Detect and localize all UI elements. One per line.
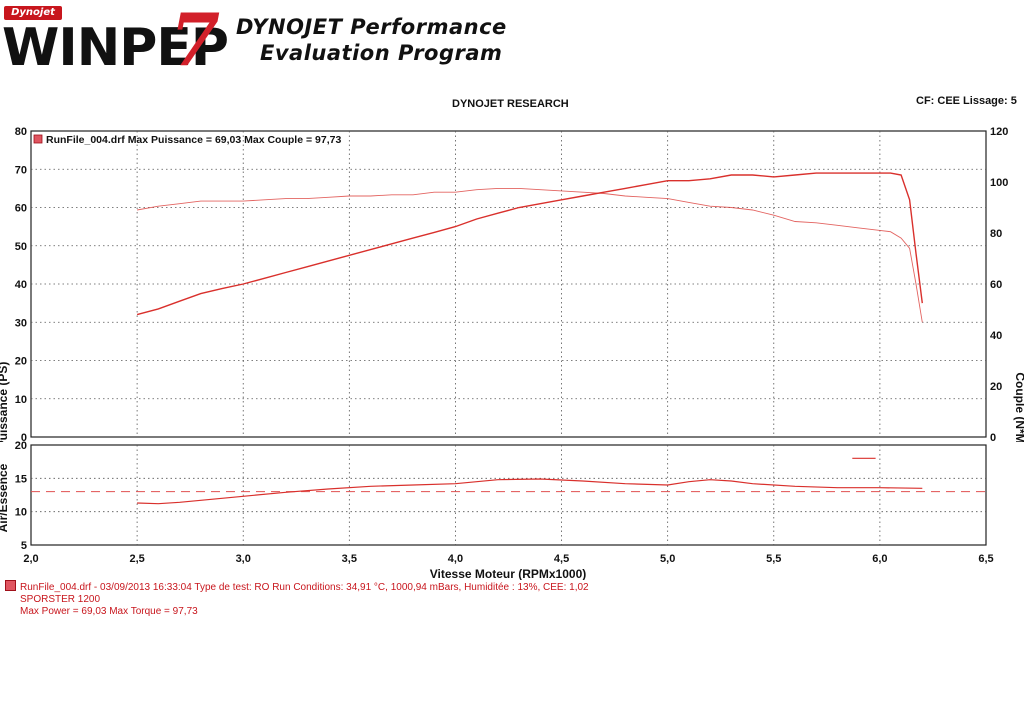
power-curve — [136, 172, 923, 316]
y2-tick-label: 40 — [990, 330, 1002, 342]
y2-tick-label: 0 — [990, 432, 996, 442]
y-tick-label: 20 — [15, 356, 27, 368]
run-info-line3: Max Power = 69,03 Max Torque = 97,73 — [20, 606, 198, 617]
af-y-tick-label: 15 — [15, 473, 27, 485]
logo-word: WINPEP — [2, 18, 229, 78]
y2-tick-label: 20 — [990, 381, 1002, 393]
title-line1: DYNOJET Performance — [236, 15, 507, 39]
x-tick-label: 4,5 — [554, 553, 569, 565]
y-axis-label: Puissance (PS) — [0, 362, 10, 442]
x-tick-label: 3,5 — [342, 553, 357, 565]
main-y-ticks: 0 10 20 30 40 50 60 70 80 — [15, 126, 27, 442]
main-grid — [31, 131, 986, 437]
x-tick-label: 6,5 — [978, 553, 993, 565]
main-y2-ticks: 0 20 40 60 80 100 120 — [990, 126, 1008, 442]
y-tick-label: 70 — [15, 164, 27, 176]
y2-axis-label: Couple (N*M) — [1013, 372, 1024, 442]
af-ratio-curve — [137, 478, 923, 505]
run-info-line1: RunFile_004.drf - 03/09/2013 16:33:04 Ty… — [20, 582, 589, 593]
logo-number: 7 — [170, 0, 221, 82]
af-y-tick-label: 10 — [15, 507, 27, 519]
x-tick-label: 5,5 — [766, 553, 781, 565]
x-tick-label: 5,0 — [660, 553, 675, 565]
program-title: DYNOJET Performance Evaluation Program — [236, 14, 507, 66]
x-tick-label: 3,0 — [236, 553, 251, 565]
x-tick-labels: 2,0 2,5 3,0 3,5 4,0 4,5 5,0 5,5 6,0 6,5 — [23, 553, 993, 565]
x-tick-label: 6,0 — [872, 553, 887, 565]
y-tick-label: 60 — [15, 203, 27, 215]
research-label: DYNOJET RESEARCH — [452, 98, 569, 110]
af-y-ticks: 5 10 15 20 — [15, 440, 27, 552]
y2-tick-label: 100 — [990, 177, 1008, 189]
y-tick-label: 30 — [15, 317, 27, 329]
air-fuel-chart: 5 10 15 20 2,0 2,5 3,0 3,5 4,0 4,5 5,0 5,5 6,0 6,5 A… — [0, 440, 994, 580]
y2-tick-label: 60 — [990, 279, 1002, 291]
main-series — [136, 172, 923, 323]
y-tick-label: 40 — [15, 279, 27, 291]
run-info: RunFile_004.drf - 03/09/2013 16:33:04 Ty… — [5, 580, 589, 618]
af-plot-frame — [30, 444, 987, 546]
y2-tick-label: 80 — [990, 228, 1002, 240]
af-y-tick-label: 20 — [15, 440, 27, 452]
af-y-axis-label: Air/Essence — [0, 463, 10, 532]
winpep7-logo: Dynojet WINPEP 7 — [0, 0, 232, 82]
af-series — [31, 457, 986, 505]
y2-tick-label: 120 — [990, 126, 1008, 138]
x-tick-label: 2,5 — [129, 553, 144, 565]
run-info-line2: SPORSTER 1200 — [20, 594, 101, 605]
x-axis-label: Vitesse Moteur (RPMx1000) — [430, 567, 587, 580]
x-tick-label: 2,0 — [23, 553, 38, 565]
af-grid — [31, 445, 986, 545]
power-torque-chart: 0 10 20 30 40 50 60 70 80 0 20 40 60 80 100 120 RunFil… — [0, 126, 1024, 442]
y-tick-label: 50 — [15, 241, 27, 253]
legend-swatch — [33, 134, 43, 144]
torque-curve — [137, 187, 923, 323]
y-tick-label: 80 — [15, 126, 27, 138]
x-tick-label: 4,0 — [448, 553, 463, 565]
cf-label: CF: CEE Lissage: 5 — [916, 95, 1017, 107]
y-tick-label: 0 — [21, 432, 27, 442]
af-y-tick-label: 5 — [21, 540, 27, 552]
run-swatch — [5, 580, 16, 591]
dynojet-badge: Dynojet — [4, 6, 62, 20]
y-tick-label: 10 — [15, 394, 27, 406]
title-line2: Evaluation Program — [260, 41, 503, 65]
legend-text: RunFile_004.drf Max Puissance = 69,03 Ma… — [46, 134, 341, 146]
